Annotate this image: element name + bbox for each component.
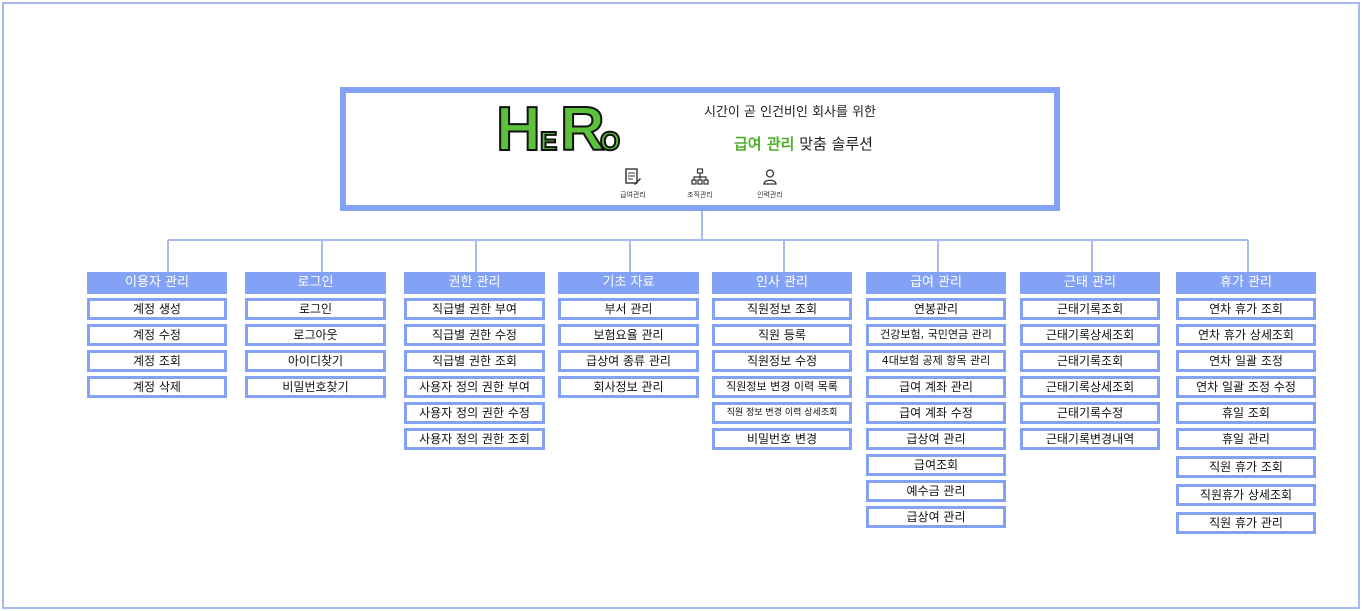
hr-item: 직원정보 수정	[712, 350, 852, 372]
svg-text:R: R	[560, 95, 605, 154]
feature-payroll-label: 급여관리	[620, 191, 646, 199]
leave-item: 직원휴가 상세조회	[1176, 484, 1316, 506]
org-chart-icon	[691, 168, 709, 185]
attendance-item: 근태기록상세조회	[1020, 324, 1160, 346]
login-item: 비밀번호찾기	[245, 376, 386, 398]
attendance-item: 근태기록조회	[1020, 298, 1160, 320]
attendance-item: 근태기록상세조회	[1020, 376, 1160, 398]
column-header-user-mgmt: 이용자 관리	[87, 272, 227, 294]
hr-item: 직원 정보 변경 이력 상세조회	[712, 402, 852, 424]
column-header-basic-data: 기초 자료	[558, 272, 699, 294]
payroll-item: 급여조회	[866, 454, 1006, 476]
feature-payroll: 급여관리	[603, 168, 663, 200]
payroll-item: 4대보험 공제 항목 관리	[866, 350, 1006, 372]
hero-logo: H E R O	[496, 94, 620, 154]
payroll-item: 건강보험, 국민연금 관리	[866, 324, 1006, 346]
tagline-highlight: 급여 관리	[734, 135, 795, 153]
user-mgmt-item: 계정 생성	[87, 298, 227, 320]
feature-org-label: 조직관리	[687, 191, 713, 199]
column-header-hr: 인사 관리	[712, 272, 852, 294]
attendance-item: 근태기록변경내역	[1020, 428, 1160, 450]
tagline-line2: 급여 관리 맞춤 솔루션	[734, 133, 873, 154]
basic-data-item: 부서 관리	[558, 298, 699, 320]
feature-people: 인력관리	[740, 168, 800, 200]
basic-data-item: 회사정보 관리	[558, 376, 699, 398]
permission-item: 직급별 권한 수정	[404, 324, 545, 346]
permission-item: 직급별 권한 부여	[404, 298, 545, 320]
user-mgmt-item: 계정 수정	[87, 324, 227, 346]
leave-item: 연차 일괄 조정	[1176, 350, 1316, 372]
permission-item: 사용자 정의 권한 부여	[404, 376, 545, 398]
feature-people-label: 인력관리	[757, 191, 783, 199]
svg-text:O: O	[600, 126, 620, 154]
leave-item: 직원 휴가 관리	[1176, 512, 1316, 534]
column-header-attendance: 근태 관리	[1020, 272, 1160, 294]
leave-item: 휴일 조회	[1176, 402, 1316, 424]
column-header-leave: 휴가 관리	[1176, 272, 1316, 294]
hr-item: 직원정보 조회	[712, 298, 852, 320]
login-item: 로그아웃	[245, 324, 386, 346]
svg-text:H: H	[496, 95, 541, 154]
leave-item: 직원 휴가 조회	[1176, 456, 1316, 478]
hr-item: 직원정보 변경 이력 목록	[712, 376, 852, 398]
payroll-document-icon	[625, 168, 641, 185]
basic-data-item: 보험요율 관리	[558, 324, 699, 346]
payroll-item: 급여 계좌 관리	[866, 376, 1006, 398]
basic-data-item: 급상여 종류 관리	[558, 350, 699, 372]
payroll-item: 예수금 관리	[866, 480, 1006, 502]
svg-text:E: E	[540, 126, 557, 154]
payroll-item: 급상여 관리	[866, 428, 1006, 450]
person-icon	[763, 169, 777, 185]
attendance-item: 근태기록조회	[1020, 350, 1160, 372]
payroll-item: 연봉관리	[866, 298, 1006, 320]
user-mgmt-item: 계정 삭제	[87, 376, 227, 398]
user-mgmt-item: 계정 조회	[87, 350, 227, 372]
leave-item: 휴일 관리	[1176, 428, 1316, 450]
tagline-line1: 시간이 곧 인건비인 회사를 위한	[704, 105, 877, 120]
column-header-permission: 권한 관리	[404, 272, 545, 294]
login-item: 아이디찾기	[245, 350, 386, 372]
attendance-item: 근태기록수정	[1020, 402, 1160, 424]
permission-item: 사용자 정의 권한 조회	[404, 428, 545, 450]
hr-item: 직원 등록	[712, 324, 852, 346]
login-item: 로그인	[245, 298, 386, 320]
hr-item: 비밀번호 변경	[712, 428, 852, 450]
hero-banner	[340, 87, 1060, 211]
permission-item: 직급별 권한 조회	[404, 350, 545, 372]
leave-item: 연차 휴가 상세조회	[1176, 324, 1316, 346]
feature-org: 조직관리	[670, 168, 730, 200]
leave-item: 연차 휴가 조회	[1176, 298, 1316, 320]
payroll-item: 급여 계좌 수정	[866, 402, 1006, 424]
column-header-payroll: 급여 관리	[866, 272, 1006, 294]
tagline-rest: 맞춤 솔루션	[794, 135, 873, 153]
leave-item: 연차 일괄 조정 수정	[1176, 376, 1316, 398]
payroll-item: 급상여 관리	[866, 506, 1006, 528]
permission-item: 사용자 정의 권한 수정	[404, 402, 545, 424]
column-header-login: 로그인	[245, 272, 386, 294]
